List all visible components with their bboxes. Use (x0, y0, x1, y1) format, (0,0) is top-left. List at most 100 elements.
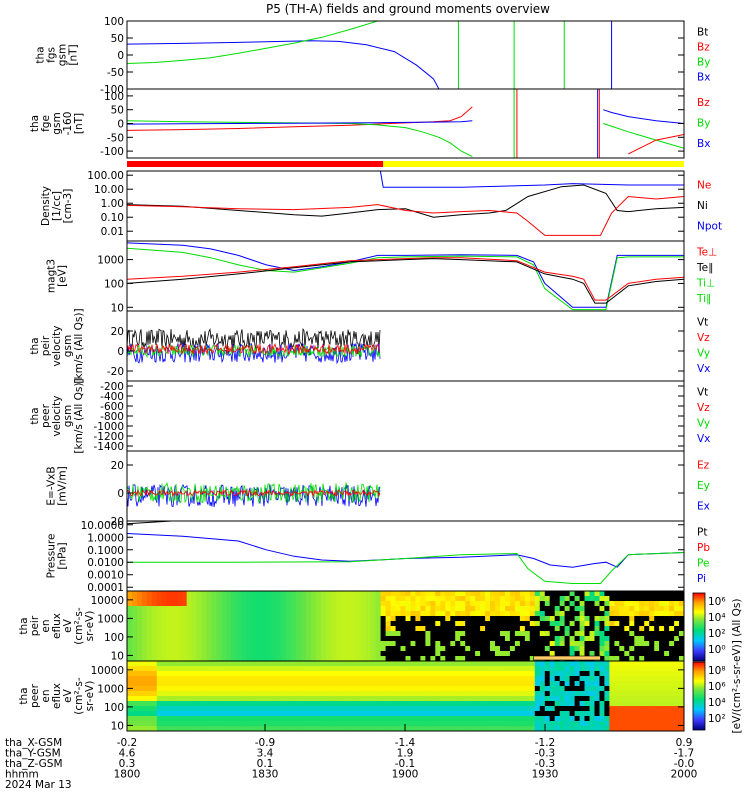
ylabel-line: peir (29, 615, 41, 636)
xaxis-value: -0.2 (117, 737, 138, 749)
legend-Ni: Ni (697, 200, 708, 212)
ytick-label: 50 (111, 105, 124, 117)
ytick-label: 1000 (97, 255, 124, 267)
colorbar-tick: 10⁰ (708, 644, 726, 656)
legend-Vy: Vy (697, 348, 710, 360)
ytick-label: 50 (111, 33, 124, 45)
legend-Npot: Npot (697, 221, 722, 233)
xaxis-value: -1.2 (535, 737, 556, 749)
ytick-label: 0.01 (101, 226, 124, 238)
colorbar-tick: 10⁴ (708, 697, 726, 709)
colorbar-label: [eV/(cm²-s-sr-eV)] (All Qs) (731, 599, 743, 734)
plot-title: P5 (TH-A) fields and ground moments over… (266, 2, 550, 16)
ytick-label: 100 (104, 16, 124, 28)
ylabel-line: [cm-3] (62, 189, 74, 224)
xaxis-value: 4.6 (119, 748, 136, 760)
xaxis-value: 0.9 (676, 737, 693, 749)
legend-Vz: Vz (697, 332, 710, 344)
ylabel-line: [nT] (73, 113, 85, 134)
xaxis-value: -0.3 (535, 758, 556, 770)
legend-Ti⊥: Ti⊥ (696, 278, 715, 290)
ylabel-line: peer (29, 683, 41, 708)
ylabel-line: magt3 (46, 259, 58, 293)
colorbar (692, 661, 706, 731)
spectrogram (127, 591, 684, 661)
ylabel-line: velocity (51, 395, 63, 436)
xaxis-value: 1800 (114, 769, 141, 781)
series-ne (127, 195, 684, 236)
ylabel-line: eV (62, 688, 74, 702)
ytick-label: 10000 (91, 595, 124, 607)
ytick-label: 20 (111, 460, 124, 472)
ylabel-line: E=-VxB (46, 466, 58, 505)
ytick-label: 100 (104, 702, 124, 714)
panel-density-data (127, 171, 684, 236)
ytick-label: 0 (117, 488, 124, 500)
legend-Ex: Ex (697, 501, 710, 513)
ytick-label: -800 (100, 411, 124, 423)
legend-Vx: Vx (697, 363, 710, 375)
legend-Bt: Bt (697, 26, 708, 38)
xaxis-row-label: 2024 Mar 13 (5, 779, 72, 791)
ytick-label: 10 (111, 302, 124, 314)
ylabel-line: sr-eV) (84, 681, 96, 712)
ylabel-line: [mV/m] (57, 466, 69, 505)
panel-peir_spec: 10000 1000 100 10 tha peir en eflux eV (cm²-s-sr-… (18, 590, 685, 662)
xaxis-value: 1930 (532, 769, 559, 781)
ytick-label: -20 (107, 516, 124, 528)
panel-frame (126, 310, 685, 382)
ytick-label: 100 (104, 91, 124, 103)
series-te⊥ (127, 257, 684, 301)
series-by2 (603, 123, 684, 149)
panel-frame (126, 520, 685, 592)
ytick-label: 0 (117, 119, 124, 131)
panel-peer_spec: 10000 1000 100 10 tha peer en eflux eV (cm²-s-sr-… (18, 660, 685, 732)
ytick-label: 0 (117, 50, 124, 62)
xaxis-row-label: tha_Y-GSM (5, 748, 61, 760)
ytick-label: -200 (100, 381, 124, 393)
series-pe (127, 552, 684, 584)
ylabel-line: tha (29, 337, 41, 354)
xaxis-row-label: tha_X-GSM (5, 737, 62, 749)
xaxis-value: 0.1 (257, 758, 274, 770)
series-by (127, 21, 378, 64)
flag-bar (533, 655, 601, 661)
legend-Bz: Bz (697, 41, 710, 53)
panel-peer: -200-400-600-800-1000-1200-1400 tha peer ve… (29, 378, 710, 453)
ylabel-line: gsm (62, 335, 74, 357)
ytick-label: -400 (100, 391, 124, 403)
ylabel-line: [eV] (57, 265, 69, 287)
panel-peir-data (127, 327, 381, 365)
panel-pressure-data (127, 521, 684, 584)
series-pi (127, 533, 684, 568)
ytick-label: -1400 (93, 441, 124, 453)
ylabel-line: (cm²-s- (73, 677, 85, 715)
panel-frame (126, 20, 685, 90)
ylabel-line: eflux (51, 613, 63, 639)
legend-Pb: Pb (697, 542, 710, 554)
ylabel-line: Density (40, 186, 52, 226)
colorbar-tick: 10² (708, 713, 726, 725)
xaxis-row-label: tha_Z-GSM (5, 758, 63, 770)
ylabel-line: gsm (51, 112, 63, 134)
series-npot (379, 171, 684, 188)
legend-Ey: Ey (697, 480, 710, 492)
ytick-label: 0.0010 (87, 570, 124, 582)
ylabel-line: -160 (62, 112, 74, 136)
ylabel-line: tha (35, 46, 47, 63)
ytick-label: 0.0001 (87, 582, 124, 594)
series-ni (127, 184, 684, 218)
ylabel-line: tha (29, 115, 41, 132)
ylabel-line: fgs (46, 47, 58, 63)
ytick-label: -20 (107, 366, 124, 378)
xaxis-value: -0.9 (255, 737, 276, 749)
series-bz (127, 106, 473, 131)
panel-efield-data (127, 481, 381, 508)
colorbar-tick: 10⁴ (708, 612, 726, 624)
legend-Vy: Vy (697, 418, 710, 430)
ytick-label: -600 (100, 401, 124, 413)
